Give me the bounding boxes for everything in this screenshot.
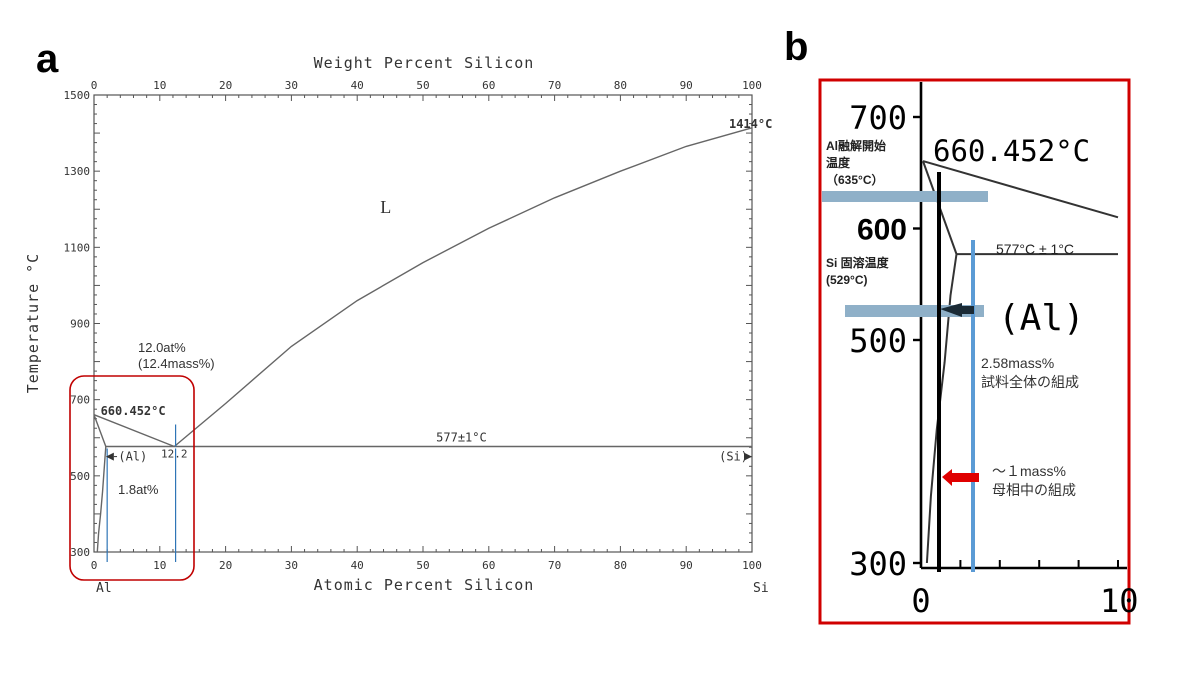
panel-a-al-end-label: Al xyxy=(96,581,112,596)
sample-composition-label: 2.58mass% 試料全体の組成 xyxy=(981,355,1079,390)
si-arrow-icon xyxy=(744,452,752,461)
chart-annotation: 660.452°C xyxy=(101,404,166,418)
panel-a-x-axis-title: Atomic Percent Silicon xyxy=(314,576,535,594)
y-tick-label: 300 xyxy=(70,546,90,559)
panel-b-al-phase-label: (Al) xyxy=(998,298,1085,339)
x-tick-label: 100 xyxy=(742,559,762,572)
x-tick-label: 10 xyxy=(153,559,166,572)
panel-a-label: a xyxy=(36,37,59,81)
x-top-tick-label: 30 xyxy=(285,79,298,92)
x-top-tick-label: 60 xyxy=(482,79,495,92)
x-top-tick-label: 20 xyxy=(219,79,232,92)
y-tick-label: 1500 xyxy=(64,89,91,102)
panel-b-ticks: 300 500 600 700 0 10 xyxy=(849,99,1138,620)
x-tick-label: 60 xyxy=(482,559,495,572)
chart-annotation: 1414°C xyxy=(729,117,772,131)
x-tick-label: 40 xyxy=(351,559,364,572)
x-tick-label: 10 xyxy=(1100,582,1139,620)
x-top-tick-label: 80 xyxy=(614,79,627,92)
y-tick-label: 600 xyxy=(857,214,907,247)
al-melt-start-label: Al融解開始温度 （635°C） xyxy=(826,138,886,187)
y-tick-label: 500 xyxy=(849,322,907,360)
chart-annotation: 577±1°C xyxy=(436,431,487,445)
x-top-tick-label: 90 xyxy=(680,79,693,92)
x-top-tick-label: 50 xyxy=(416,79,429,92)
chart-annotation: (Al) xyxy=(118,450,147,464)
phase-boundary-line xyxy=(93,414,175,448)
panel-a-y-axis-title: Temperature °C xyxy=(24,253,42,393)
panel-b-red-arrow xyxy=(942,469,979,486)
phase-boundary-line xyxy=(93,414,107,447)
x-tick-label: 30 xyxy=(285,559,298,572)
panel-b-label: b xyxy=(784,25,808,69)
text-line: 2.58mass% xyxy=(981,355,1054,371)
text-line: Al融解開始 xyxy=(826,138,886,153)
x-top-tick-label: 40 xyxy=(351,79,364,92)
panel-a-chart: 0 10 20 30 40 50 60 70 80 90 100 0 10 20 30 40 50 60 70 80 9… xyxy=(24,54,772,596)
panel-a-solubility-note: 1.8at% xyxy=(118,482,159,497)
x-tick-label: 90 xyxy=(680,559,693,572)
panel-a-annotations: 1414°C L 660.452°C 577±1°C 12.2 (Al) (Si) xyxy=(101,117,773,464)
x-top-tick-label: 70 xyxy=(548,79,561,92)
matrix-composition-label: ～１mass% 母相中の組成 xyxy=(992,463,1076,498)
x-top-tick-label: 100 xyxy=(742,79,762,92)
phase-boundary-line xyxy=(96,446,107,553)
text-line: (12.4mass%) xyxy=(138,356,215,371)
text-line: Si 固溶温度 xyxy=(826,255,890,270)
y-tick-label: 500 xyxy=(70,470,90,483)
x-top-tick-label: 10 xyxy=(153,79,166,92)
panel-a-plot-frame xyxy=(93,94,753,553)
si-solid-solution-label: Si 固溶温度 (529°C) xyxy=(826,255,890,287)
panel-b-labels: Al融解開始温度 （635°C） Si 固溶温度 (529°C) 2.58mass% 試料… xyxy=(826,138,1079,498)
x-tick-label: 20 xyxy=(219,559,232,572)
text-line: 母相中の組成 xyxy=(992,482,1076,498)
panel-a-si-end-label: Si xyxy=(753,581,769,596)
x-tick-label: 0 xyxy=(91,559,98,572)
panel-a-top-axis-title: Weight Percent Silicon xyxy=(314,54,535,72)
x-tick-label: 50 xyxy=(416,559,429,572)
text-line: 12.0at% xyxy=(138,340,186,355)
chart-annotation: L xyxy=(380,197,391,217)
y-tick-label: 300 xyxy=(849,545,907,583)
x-tick-label: 80 xyxy=(614,559,627,572)
x-tick-label: 70 xyxy=(548,559,561,572)
al-arrow-icon xyxy=(105,452,114,461)
text-line: （635°C） xyxy=(826,172,884,187)
x-tick-label: 0 xyxy=(911,582,930,620)
panel-a-highlight-box xyxy=(69,375,195,581)
x-top-tick-label: 0 xyxy=(91,79,98,92)
chart-annotation: 12.2 xyxy=(161,448,188,461)
y-tick-label: 700 xyxy=(849,99,907,137)
panel-b-dark-arrow xyxy=(940,303,974,317)
panel-a-phase-lines xyxy=(93,127,753,562)
y-tick-label: 700 xyxy=(70,394,90,407)
text-line: 温度 xyxy=(826,155,851,170)
panel-b-melt-band xyxy=(822,191,988,202)
phase-boundary-line xyxy=(173,127,753,448)
phase-boundary-line xyxy=(922,160,1119,219)
panel-a-eutectic-note: 12.0at% (12.4mass%) xyxy=(138,340,215,371)
panel-b-eutectic-temp-label: 577°C ± 1°C xyxy=(996,241,1074,257)
panel-b-chart: 300 500 600 700 0 10 660.452°C 577°C ± 1°C (A… xyxy=(818,78,1139,625)
text-line: 試料全体の組成 xyxy=(981,374,1079,390)
chart-annotation: (Si) xyxy=(719,450,748,464)
text-line: ～１mass% xyxy=(992,463,1066,479)
panel-b-melting-point-label: 660.452°C xyxy=(933,134,1090,168)
y-tick-label: 1100 xyxy=(64,241,91,254)
y-tick-label: 900 xyxy=(70,318,90,331)
text-line: (529°C) xyxy=(826,273,867,287)
y-tick-label: 1300 xyxy=(64,165,91,178)
panel-a-ticks: 0 10 20 30 40 50 60 70 80 90 100 0 10 20 30 40 50 60 70 80 9… xyxy=(64,79,762,572)
